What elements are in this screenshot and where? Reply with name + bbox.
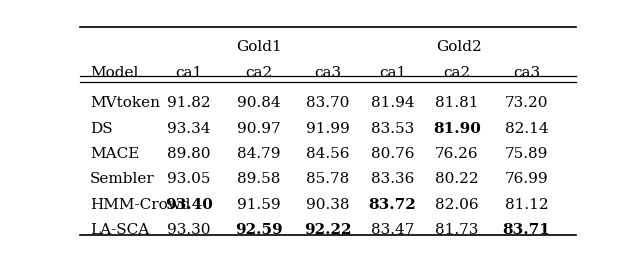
Text: 90.97: 90.97 (237, 122, 280, 136)
Text: 82.14: 82.14 (504, 122, 548, 136)
Text: HMM-Crowd: HMM-Crowd (90, 198, 191, 212)
Text: 93.05: 93.05 (168, 172, 211, 186)
Text: ca2: ca2 (245, 66, 272, 80)
Text: Model: Model (90, 66, 138, 80)
Text: 75.89: 75.89 (505, 147, 548, 161)
Text: 91.99: 91.99 (306, 122, 350, 136)
Text: 83.70: 83.70 (307, 96, 349, 110)
Text: 84.56: 84.56 (307, 147, 349, 161)
Text: Sembler: Sembler (90, 172, 155, 186)
Text: 76.26: 76.26 (435, 147, 479, 161)
Text: 76.99: 76.99 (504, 172, 548, 186)
Text: ca2: ca2 (444, 66, 470, 80)
Text: ca3: ca3 (314, 66, 342, 80)
Text: 83.36: 83.36 (371, 172, 414, 186)
Text: 83.71: 83.71 (502, 223, 550, 237)
Text: 83.72: 83.72 (369, 198, 417, 212)
Text: 93.30: 93.30 (168, 223, 211, 237)
Text: 80.22: 80.22 (435, 172, 479, 186)
Text: 84.79: 84.79 (237, 147, 280, 161)
Text: 92.22: 92.22 (304, 223, 352, 237)
Text: 82.06: 82.06 (435, 198, 479, 212)
Text: 89.58: 89.58 (237, 172, 280, 186)
Text: 80.76: 80.76 (371, 147, 414, 161)
Text: MACE: MACE (90, 147, 140, 161)
Text: MVtoken: MVtoken (90, 96, 160, 110)
Text: 93.40: 93.40 (165, 198, 213, 212)
Text: Gold2: Gold2 (436, 40, 483, 54)
Text: 91.82: 91.82 (167, 96, 211, 110)
Text: ca1: ca1 (379, 66, 406, 80)
Text: 93.34: 93.34 (168, 122, 211, 136)
Text: 91.59: 91.59 (237, 198, 280, 212)
Text: 89.80: 89.80 (168, 147, 211, 161)
Text: ca3: ca3 (513, 66, 540, 80)
Text: DS: DS (90, 122, 113, 136)
Text: 85.78: 85.78 (307, 172, 349, 186)
Text: 83.53: 83.53 (371, 122, 414, 136)
Text: 73.20: 73.20 (505, 96, 548, 110)
Text: 81.73: 81.73 (435, 223, 479, 237)
Text: 81.94: 81.94 (371, 96, 414, 110)
Text: 90.84: 90.84 (237, 96, 280, 110)
Text: Gold1: Gold1 (236, 40, 282, 54)
Text: 81.90: 81.90 (433, 122, 481, 136)
Text: LA-SCA: LA-SCA (90, 223, 149, 237)
Text: 81.81: 81.81 (435, 96, 479, 110)
Text: 92.59: 92.59 (235, 223, 282, 237)
Text: 83.47: 83.47 (371, 223, 414, 237)
Text: 90.38: 90.38 (307, 198, 349, 212)
Text: ca1: ca1 (175, 66, 203, 80)
Text: 81.12: 81.12 (504, 198, 548, 212)
